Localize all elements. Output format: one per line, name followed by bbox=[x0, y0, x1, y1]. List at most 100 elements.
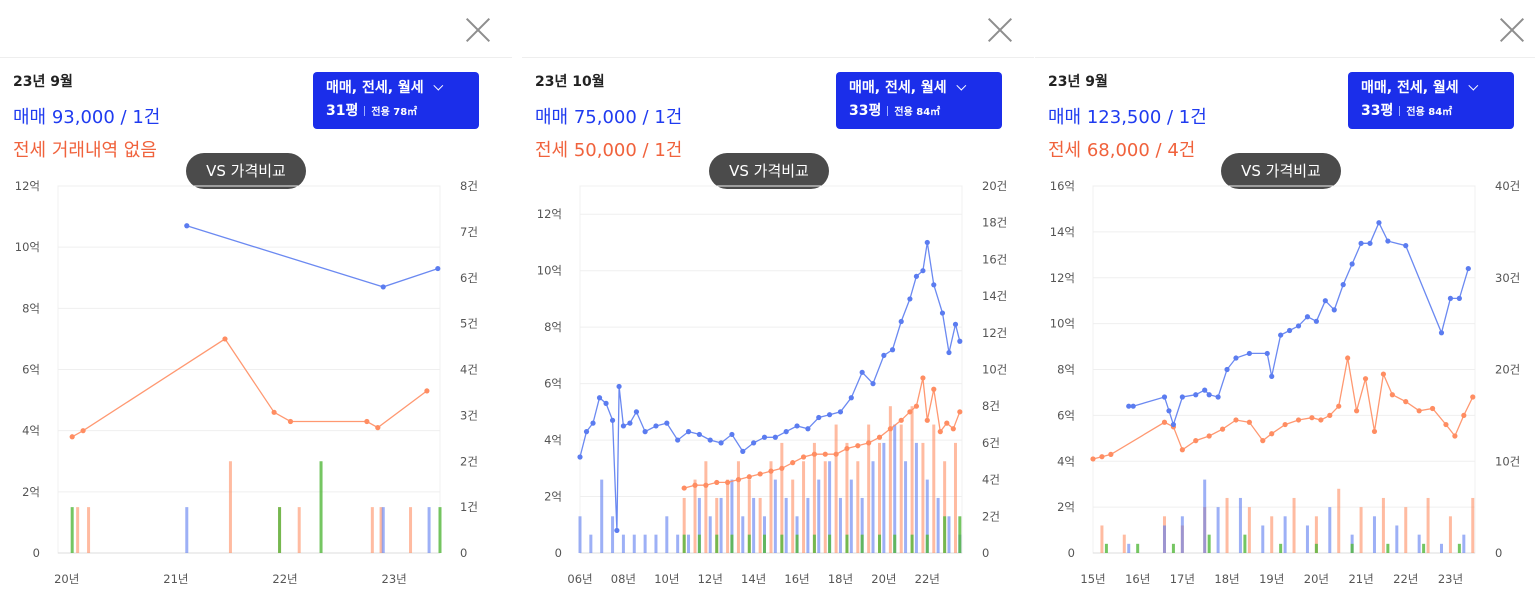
sale-price-point bbox=[1322, 298, 1328, 304]
volume-bar-sale bbox=[665, 516, 669, 553]
volume-bar-monthly bbox=[715, 534, 719, 553]
y-tick-label: 6억 bbox=[544, 377, 562, 391]
x-tick-label: 22년 bbox=[1393, 572, 1418, 586]
jeonse-price-point bbox=[724, 479, 731, 486]
sale-price-point bbox=[957, 338, 963, 344]
volume-bar-jeonse bbox=[1122, 534, 1126, 553]
volume-bar-monthly bbox=[958, 516, 962, 553]
volume-bar-monthly bbox=[1350, 543, 1354, 553]
volume-bar-sale bbox=[947, 516, 951, 553]
sale-price-point bbox=[898, 318, 904, 325]
selected-date: 23년 9월 bbox=[13, 74, 73, 90]
jeonse-price-point bbox=[833, 451, 839, 457]
trade-type-selector[interactable]: 매매, 전세, 월세 33평 전용 84㎡ bbox=[1348, 72, 1514, 129]
volume-bar-sale bbox=[849, 479, 853, 553]
volume-bar-monthly bbox=[1243, 534, 1247, 553]
volume-bar-sale bbox=[1238, 497, 1242, 553]
volume-bar-jeonse bbox=[726, 479, 730, 553]
y2-tick-label: 8건 bbox=[982, 399, 1000, 413]
volume-bar-jeonse bbox=[780, 442, 784, 553]
jeonse-price-point bbox=[876, 434, 883, 440]
volume-bar-monthly bbox=[1171, 543, 1175, 553]
chart-panel: 23년 9월 매매 123,500 / 1건 전세 68,000 / 4건 매매… bbox=[1035, 0, 1535, 607]
volume-bar-monthly bbox=[747, 534, 751, 553]
y2-tick-label: 12건 bbox=[982, 326, 1007, 340]
volume-bar-jeonse bbox=[693, 479, 697, 553]
sale-price-point bbox=[783, 429, 789, 435]
jeonse-price-point bbox=[1246, 419, 1252, 425]
sale-price-point bbox=[772, 434, 778, 440]
area-label: 전용 84㎡ bbox=[1406, 107, 1453, 118]
volume-bar-jeonse bbox=[953, 442, 957, 553]
jeonse-price-point bbox=[800, 454, 807, 460]
sale-price-point bbox=[1233, 355, 1239, 361]
y2-tick-label: 16건 bbox=[982, 252, 1007, 266]
volume-bar-sale bbox=[1283, 516, 1287, 553]
y2-tick-label: 6건 bbox=[460, 271, 478, 285]
y-tick-label: 10억 bbox=[537, 264, 562, 278]
jeonse-price-point bbox=[1193, 438, 1199, 444]
volume-bar-sale bbox=[773, 479, 777, 553]
sale-summary: 매매 123,500 / 1건 bbox=[1048, 107, 1207, 128]
sale-price-point bbox=[920, 268, 926, 274]
x-tick-label: 10년 bbox=[654, 572, 679, 586]
volume-bar-jeonse bbox=[736, 461, 740, 553]
volume-bar-sale bbox=[914, 442, 918, 553]
vs-compare-button[interactable]: VS 가격비교 bbox=[1221, 153, 1341, 189]
volume-bar-jeonse bbox=[297, 507, 301, 553]
volume-bar-jeonse bbox=[921, 442, 925, 553]
volume-bar-monthly bbox=[1457, 543, 1461, 553]
volume-bar-jeonse bbox=[1314, 516, 1318, 553]
jeonse-price-point bbox=[844, 445, 850, 452]
vs-compare-button[interactable]: VS 가격비교 bbox=[709, 153, 829, 189]
y2-tick-label: 14건 bbox=[982, 289, 1007, 303]
volume-bar-sale bbox=[1462, 534, 1466, 553]
volume-bar-monthly bbox=[860, 534, 864, 553]
y2-tick-label: 10건 bbox=[982, 363, 1007, 377]
jeonse-price-point bbox=[714, 479, 720, 486]
jeonse-price-point bbox=[790, 460, 796, 466]
y-tick-label: 16억 bbox=[1050, 179, 1075, 193]
trade-type-selector[interactable]: 매매, 전세, 월세 31평 전용 78㎡ bbox=[313, 72, 479, 129]
volume-bar-sale bbox=[697, 497, 701, 553]
y-tick-label: 4억 bbox=[1057, 454, 1075, 468]
sale-price-point bbox=[848, 395, 854, 401]
sale-price-point bbox=[435, 265, 441, 272]
x-tick-label: 16년 bbox=[1125, 572, 1150, 586]
vs-compare-button[interactable]: VS 가격비교 bbox=[186, 153, 306, 189]
volume-bar-sale bbox=[1180, 516, 1184, 553]
volume-bar-jeonse bbox=[1381, 497, 1385, 553]
volume-bar-monthly bbox=[1104, 543, 1108, 553]
y-tick-label: 8억 bbox=[544, 320, 562, 334]
sale-price-point bbox=[1349, 261, 1355, 267]
volume-bar-jeonse bbox=[409, 507, 413, 553]
y2-tick-label: 10건 bbox=[1495, 454, 1520, 468]
chart-panel: 23년 9월 매매 93,000 / 1건 전세 거래내역 없음 매매, 전세,… bbox=[0, 0, 512, 607]
volume-bar-sale bbox=[860, 497, 864, 553]
jeonse-price-point bbox=[913, 403, 920, 409]
area-label: 전용 84㎡ bbox=[894, 107, 941, 118]
jeonse-summary: 전세 거래내역 없음 bbox=[13, 140, 157, 161]
x-tick-label: 18년 bbox=[828, 572, 853, 586]
volume-bar-jeonse bbox=[758, 497, 762, 553]
y2-tick-label: 6건 bbox=[982, 436, 1000, 450]
volume-bar-jeonse bbox=[228, 461, 232, 553]
sale-price-point bbox=[1376, 220, 1382, 226]
volume-bar-sale bbox=[600, 479, 604, 553]
volume-bar-sale bbox=[1328, 507, 1332, 553]
volume-bar-sale bbox=[882, 442, 886, 553]
x-tick-label: 08년 bbox=[611, 572, 636, 586]
volume-bar-sale bbox=[817, 479, 821, 553]
jeonse-price-point bbox=[757, 471, 763, 477]
volume-bar-jeonse bbox=[1100, 525, 1104, 553]
sale-price-point bbox=[1130, 403, 1136, 409]
jeonse-summary: 전세 68,000 / 4건 bbox=[1048, 140, 1196, 161]
volume-bar-sale bbox=[838, 497, 842, 553]
volume-bar-sale bbox=[185, 507, 189, 553]
sale-price-point bbox=[1367, 240, 1373, 246]
sale-price-point bbox=[614, 527, 620, 534]
sale-price-point bbox=[642, 429, 648, 435]
sale-price-point bbox=[1224, 366, 1230, 373]
volume-bar-monthly bbox=[70, 507, 74, 553]
trade-type-selector[interactable]: 매매, 전세, 월세 33평 전용 84㎡ bbox=[836, 72, 1002, 129]
